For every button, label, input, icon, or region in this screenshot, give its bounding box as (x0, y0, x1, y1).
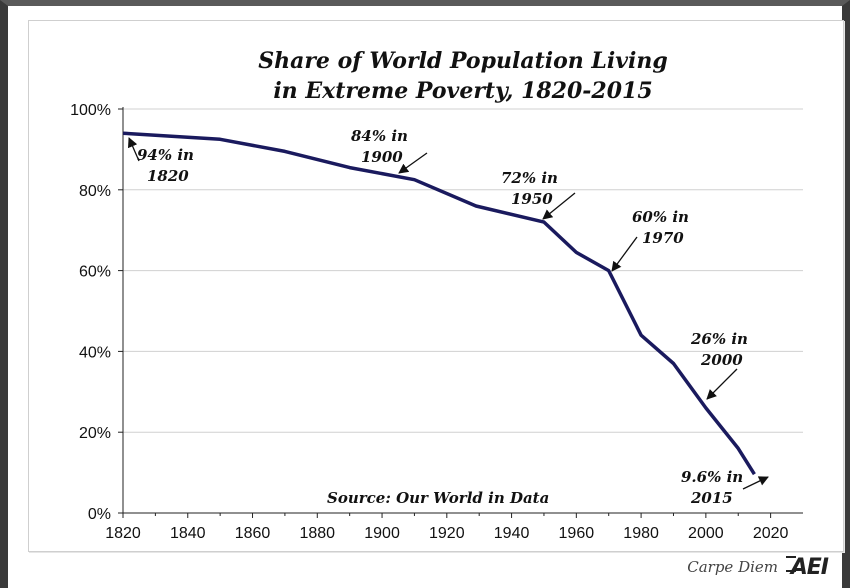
blog-name: Carpe Diem (687, 558, 778, 576)
annotation-arrow (611, 236, 638, 272)
annotation-line: 1820 (147, 167, 189, 185)
y-tick-label: 100% (70, 102, 111, 119)
x-tick-label: 1840 (170, 525, 206, 542)
annotation-label: 84% in 1900 (351, 127, 408, 166)
annotation-line: 9.6% in (681, 468, 743, 486)
annotation-line: 72% in (501, 169, 558, 187)
annotation-line: 94% in (137, 146, 194, 164)
y-tick-label: 60% (79, 264, 111, 281)
y-tick-label: 40% (79, 344, 111, 361)
series-line (122, 131, 756, 476)
tick-labels: 0% 20% 40% 60% 80% 100% 1820 1840 1860 1880 1900 19… (70, 102, 788, 542)
annotation-label: 9.6% in 2015 (681, 468, 743, 507)
title-line: Share of World Population Living (258, 48, 668, 74)
annotation-line: 2015 (690, 489, 733, 507)
x-tick-label: 2000 (688, 525, 724, 542)
x-tick-label: 1940 (494, 525, 530, 542)
title-line: in Extreme Poverty, 1820-2015 (273, 78, 652, 104)
chart-panel: 0% 20% 40% 60% 80% 100% 1820 1840 1860 1880 1900 19… (28, 20, 844, 552)
annotation-label: 72% in 1950 (501, 169, 558, 208)
annotation-label: 26% in 2000 (690, 330, 748, 369)
y-tick-label: 20% (79, 425, 111, 442)
x-tick-label: 1980 (623, 525, 659, 542)
annotation-arrow (706, 368, 738, 400)
annotation-label: 60% in 1970 (632, 208, 689, 247)
y-tick-label: 80% (79, 183, 111, 200)
aei-logo: AEI (790, 555, 829, 580)
x-tick-label: 1880 (299, 525, 335, 542)
annotation-arrow (542, 192, 576, 220)
annotation-line: 84% in (351, 127, 408, 145)
annotation-arrow (742, 476, 769, 490)
annotation-line: 1950 (511, 190, 553, 208)
annotation-line: 60% in (632, 208, 689, 226)
gridlines (123, 108, 803, 433)
source-note: Source: Our World in Data (327, 489, 549, 507)
x-tick-label: 1960 (559, 525, 595, 542)
annotation-line: 1970 (642, 229, 684, 247)
annotation-label: 94% in 1820 (137, 146, 194, 185)
poverty-line-chart: 0% 20% 40% 60% 80% 100% 1820 1840 1860 1880 1900 19… (70, 48, 803, 542)
x-tick-label: 1900 (364, 525, 400, 542)
annotation-arrow (128, 137, 140, 162)
series-lines (122, 131, 756, 476)
y-tick-label: 0% (88, 506, 111, 523)
logo-mark (786, 556, 796, 572)
annotation-line: 2000 (700, 351, 743, 369)
annotation-line: 26% in (690, 330, 748, 348)
x-tick-label: 1920 (429, 525, 465, 542)
x-tick-label: 1820 (105, 525, 141, 542)
chart-title: Share of World Population Living in Extre… (258, 48, 668, 104)
annotation-arrow (398, 152, 428, 174)
annotations: 94% in 1820 84% in 1900 72% in 1950 60% in 1970… (128, 127, 769, 507)
x-tick-label: 2020 (753, 525, 789, 542)
x-tick-label: 1860 (235, 525, 271, 542)
axes (118, 107, 803, 518)
annotation-line: 1900 (361, 148, 403, 166)
